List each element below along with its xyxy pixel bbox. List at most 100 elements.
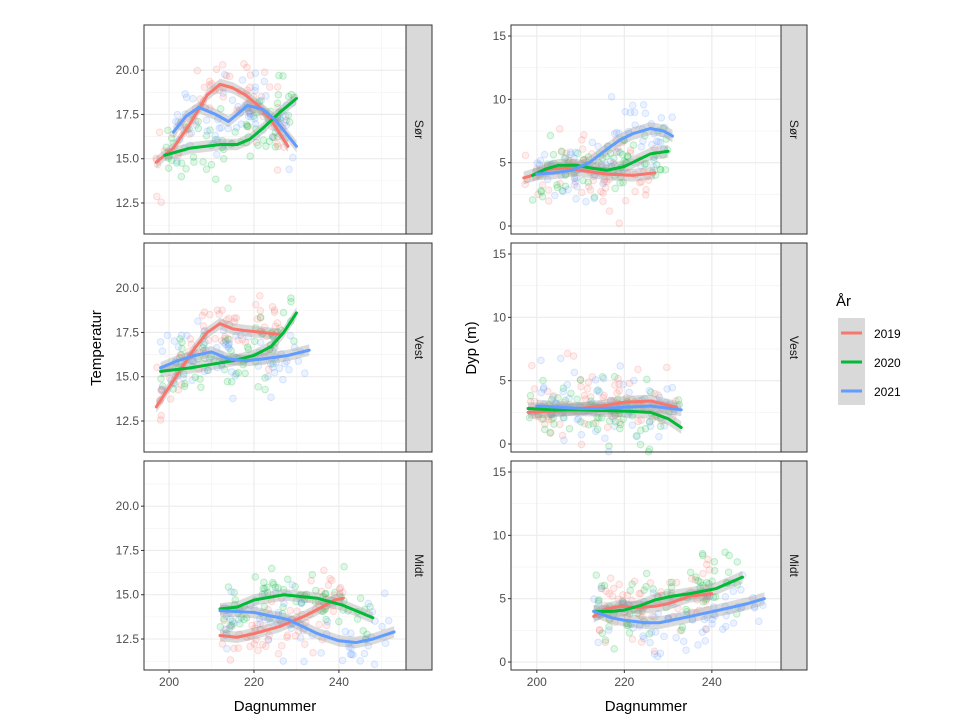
data-point-2021 [346,629,355,637]
data-point-2021 [268,363,277,372]
data-point-2019 [586,393,595,401]
data-point-2020 [366,603,374,611]
data-point-2020 [645,445,654,454]
data-point-2019 [676,627,685,635]
data-point-2020 [259,136,268,144]
data-point-2020 [686,568,695,577]
x-axis-title-right: Dagnummer [605,698,688,715]
data-point-2020 [259,584,267,593]
data-point-2019 [583,385,592,393]
data-point-2021 [222,341,230,349]
data-point-2020 [605,622,613,631]
data-point-2020 [561,182,570,191]
data-point-2019 [330,591,338,599]
data-point-2019 [176,351,185,359]
data-point-2019 [577,382,585,391]
data-point-2021 [158,347,167,355]
data-point-2020 [287,90,296,99]
data-point-2020 [623,152,632,160]
data-point-2021 [573,182,581,191]
y-tick-label: 20.0 [116,499,140,513]
data-point-2019 [219,93,228,101]
data-point-2020 [243,122,252,130]
data-point-2019 [274,142,282,151]
data-point-2019 [705,566,714,574]
data-point-2020 [694,577,702,585]
data-point-2021 [537,356,545,365]
data-point-2021 [251,87,259,95]
data-point-2020 [321,589,330,598]
panel-left-2: Midt 12.5 15.0 17.5 20.0 200 220 240 [116,460,433,689]
data-point-2020 [565,424,574,433]
data-point-2021 [651,628,660,636]
panel-background [511,461,781,670]
data-point-2021 [266,618,275,627]
data-point-2021 [266,360,275,368]
data-point-2021 [267,393,275,402]
data-point-2019 [257,92,266,101]
data-point-2020 [602,152,611,161]
data-point-2021 [668,383,677,392]
data-point-2020 [279,585,288,594]
data-point-2019 [605,175,614,184]
data-point-2020 [590,193,599,201]
y-tick-label: 0 [499,219,506,233]
data-point-2021 [272,358,281,366]
data-point-2019 [260,323,269,331]
data-point-2020 [308,570,317,579]
data-point-2021 [722,611,730,620]
data-point-2020 [616,424,624,433]
data-point-2021 [244,106,253,115]
data-point-2021 [269,132,277,141]
data-point-2020 [550,420,558,428]
data-point-2019 [557,147,566,155]
data-point-2021 [649,589,658,597]
panel-background [144,243,406,452]
data-point-2021 [750,604,759,612]
data-point-2021 [323,617,332,626]
data-point-2020 [273,99,282,108]
data-point-2019 [186,335,195,343]
data-point-2021 [633,432,641,441]
data-point-2019 [244,108,253,116]
data-point-2020 [232,369,240,378]
data-point-2021 [188,376,196,385]
data-point-2021 [237,331,245,339]
data-point-2020 [599,154,607,162]
data-point-2019 [338,588,347,597]
data-point-2020 [537,186,545,195]
data-point-2019 [264,365,273,374]
data-point-2019 [556,179,564,188]
data-point-2021 [751,602,759,611]
data-point-2021 [650,613,659,621]
data-point-2020 [600,581,609,590]
data-point-2021 [601,160,610,169]
data-point-2019 [215,86,224,95]
data-point-2020 [733,558,742,566]
data-point-2021 [341,627,350,636]
facet-strip [405,242,433,453]
data-point-2020 [667,583,676,591]
data-point-2019 [253,620,262,629]
data-point-2021 [570,174,579,183]
data-point-2019 [616,418,624,426]
data-point-2021 [250,114,259,123]
data-point-2021 [701,625,710,633]
data-point-2021 [639,100,648,109]
data-point-2019 [588,373,597,381]
data-point-2021 [173,157,181,165]
data-point-2020 [194,124,203,133]
data-point-2021 [251,69,260,77]
data-point-2019 [225,72,234,81]
data-point-2019 [253,315,262,323]
data-point-2020 [220,365,229,374]
data-point-2021 [346,650,355,659]
data-point-2019 [547,415,556,424]
y-tick-label: 5 [499,156,506,170]
smooth-line-2020 [218,593,375,620]
data-point-2019 [549,392,558,400]
confidence-band-2019 [156,78,288,169]
data-point-2021 [597,160,606,169]
data-point-2020 [592,571,601,580]
data-point-2021 [605,626,613,634]
